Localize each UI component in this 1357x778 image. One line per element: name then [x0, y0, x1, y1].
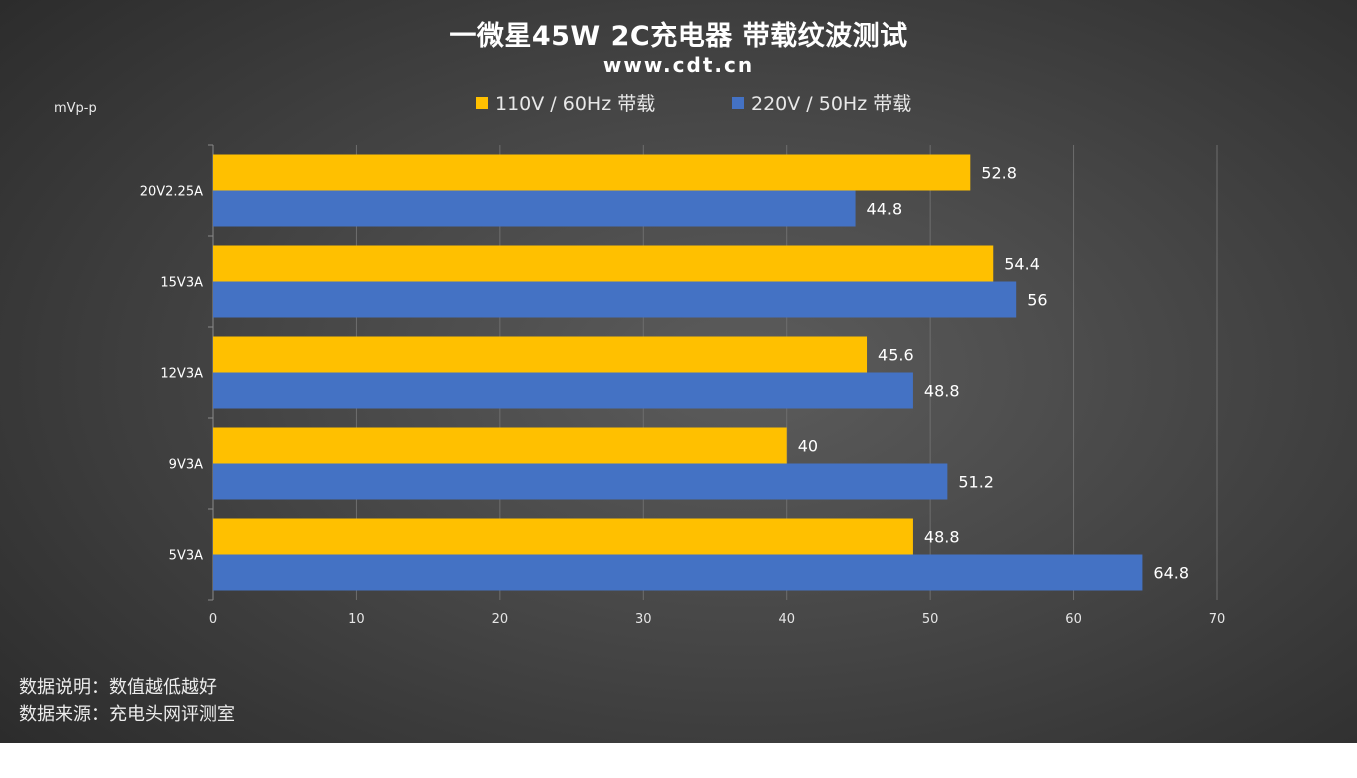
bar-220v	[213, 372, 913, 409]
x-tick-label: 0	[209, 612, 217, 627]
y-tick-label: 9V3A	[169, 458, 203, 473]
bar-220v	[213, 190, 856, 227]
legend-item-110v: 110V / 60Hz 带载	[476, 89, 655, 116]
data-label-110v: 45.6	[878, 346, 914, 365]
bar-110v	[213, 427, 787, 464]
y-tick-label: 5V3A	[169, 549, 203, 564]
bar-110v	[213, 245, 994, 282]
y-tick-label: 15V3A	[160, 276, 203, 291]
legend-label-220v: 220V / 50Hz 带载	[751, 93, 912, 115]
x-tick-label: 20	[492, 612, 509, 627]
data-label-110v: 48.8	[924, 528, 960, 547]
legend-swatch-220v	[732, 96, 744, 109]
data-label-110v: 40	[798, 437, 818, 456]
note-source: 数据来源：充电头网评测室	[19, 704, 235, 725]
x-tick-label: 50	[922, 612, 939, 627]
chart-canvas: 一微星45W 2C充电器 带载纹波测试 www.cdt.cn 110V / 60…	[0, 0, 1357, 743]
data-label-220v: 64.8	[1153, 564, 1189, 583]
data-label-220v: 44.8	[867, 200, 903, 219]
x-tick-label: 60	[1065, 612, 1082, 627]
note-description: 数据说明：数值越低越好	[19, 677, 217, 698]
x-tick-label: 70	[1209, 612, 1226, 627]
bar-220v	[213, 281, 1017, 318]
y-axis-unit: mVp-p	[54, 101, 97, 116]
bar-220v	[213, 463, 948, 500]
data-label-110v: 54.4	[1004, 255, 1040, 274]
legend-swatch-110v	[476, 96, 488, 109]
y-tick-label: 12V3A	[160, 367, 203, 382]
x-tick-label: 40	[778, 612, 795, 627]
data-label-220v: 56	[1027, 291, 1047, 310]
x-tick-label: 10	[348, 612, 365, 627]
notes: 数据说明：数值越低越好 数据来源：充电头网评测室	[19, 674, 235, 728]
bar-110v	[213, 336, 868, 373]
bar-chart: 20V2.25A 52.8 44.8 15V3A 54.4 56 12V3A 45.6 48.8…	[140, 144, 1226, 627]
chart-subtitle: www.cdt.cn	[602, 53, 755, 77]
bar-220v	[213, 554, 1143, 591]
data-label-110v: 52.8	[981, 164, 1017, 183]
data-label-220v: 51.2	[958, 473, 994, 492]
y-tick-label: 20V2.25A	[140, 185, 203, 200]
legend-label-110v: 110V / 60Hz 带载	[495, 93, 656, 115]
data-label-220v: 48.8	[924, 382, 960, 401]
bar-110v	[213, 518, 913, 555]
x-tick-label: 30	[635, 612, 652, 627]
chart-title: 一微星45W 2C充电器 带载纹波测试	[449, 21, 908, 52]
legend-item-220v: 220V / 50Hz 带载	[732, 89, 911, 116]
bar-110v	[213, 154, 971, 191]
